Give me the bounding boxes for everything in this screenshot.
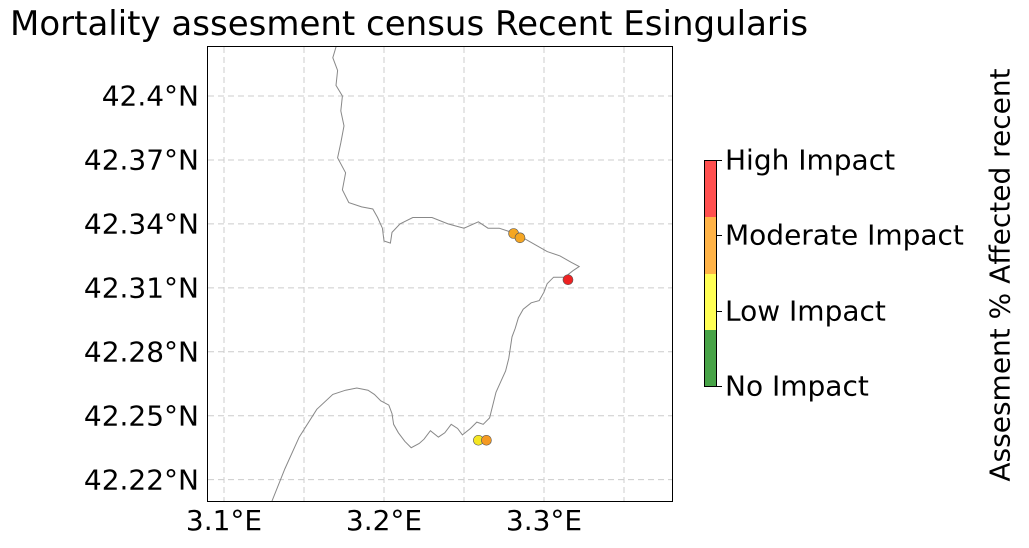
y-tick-label: 42.4°N <box>101 79 199 113</box>
colorbar-segment <box>705 161 716 218</box>
y-tick-label: 42.25°N <box>83 399 199 433</box>
survey-point-2 <box>562 274 574 286</box>
colorbar-axis-label: Assesment % Affected recent <box>983 68 1017 482</box>
impact-colorbar <box>704 160 717 387</box>
map-plot <box>208 47 672 501</box>
survey-point-1 <box>514 232 526 244</box>
colorbar-label: No Impact <box>725 369 869 403</box>
y-tick-label: 42.37°N <box>83 143 199 177</box>
y-tick-label: 42.22°N <box>83 463 199 497</box>
colorbar-segment <box>705 217 716 274</box>
x-tick-label: 3.3°E <box>505 504 583 537</box>
grid-lines <box>208 47 672 501</box>
y-tick-label: 42.28°N <box>83 335 199 369</box>
survey-points <box>473 228 574 446</box>
y-tick-label: 42.31°N <box>83 271 199 305</box>
colorbar-segment <box>705 273 716 330</box>
coastline <box>271 47 581 501</box>
x-tick-label: 3.1°E <box>185 504 263 537</box>
colorbar-tick <box>716 235 722 237</box>
colorbar-segment <box>705 329 716 386</box>
colorbar-tick <box>716 386 722 387</box>
colorbar-label: Low Impact <box>725 294 886 328</box>
survey-point-4 <box>481 434 492 446</box>
colorbar-label: High Impact <box>725 143 896 177</box>
map-panel <box>207 46 673 502</box>
x-tick-label: 3.2°E <box>345 504 423 537</box>
colorbar-tick <box>716 160 722 161</box>
map-title: Mortality assesment census Recent Esingu… <box>10 4 809 44</box>
colorbar-tick <box>716 310 722 312</box>
y-tick-label: 42.34°N <box>83 207 199 241</box>
colorbar-label: Moderate Impact <box>725 218 964 252</box>
